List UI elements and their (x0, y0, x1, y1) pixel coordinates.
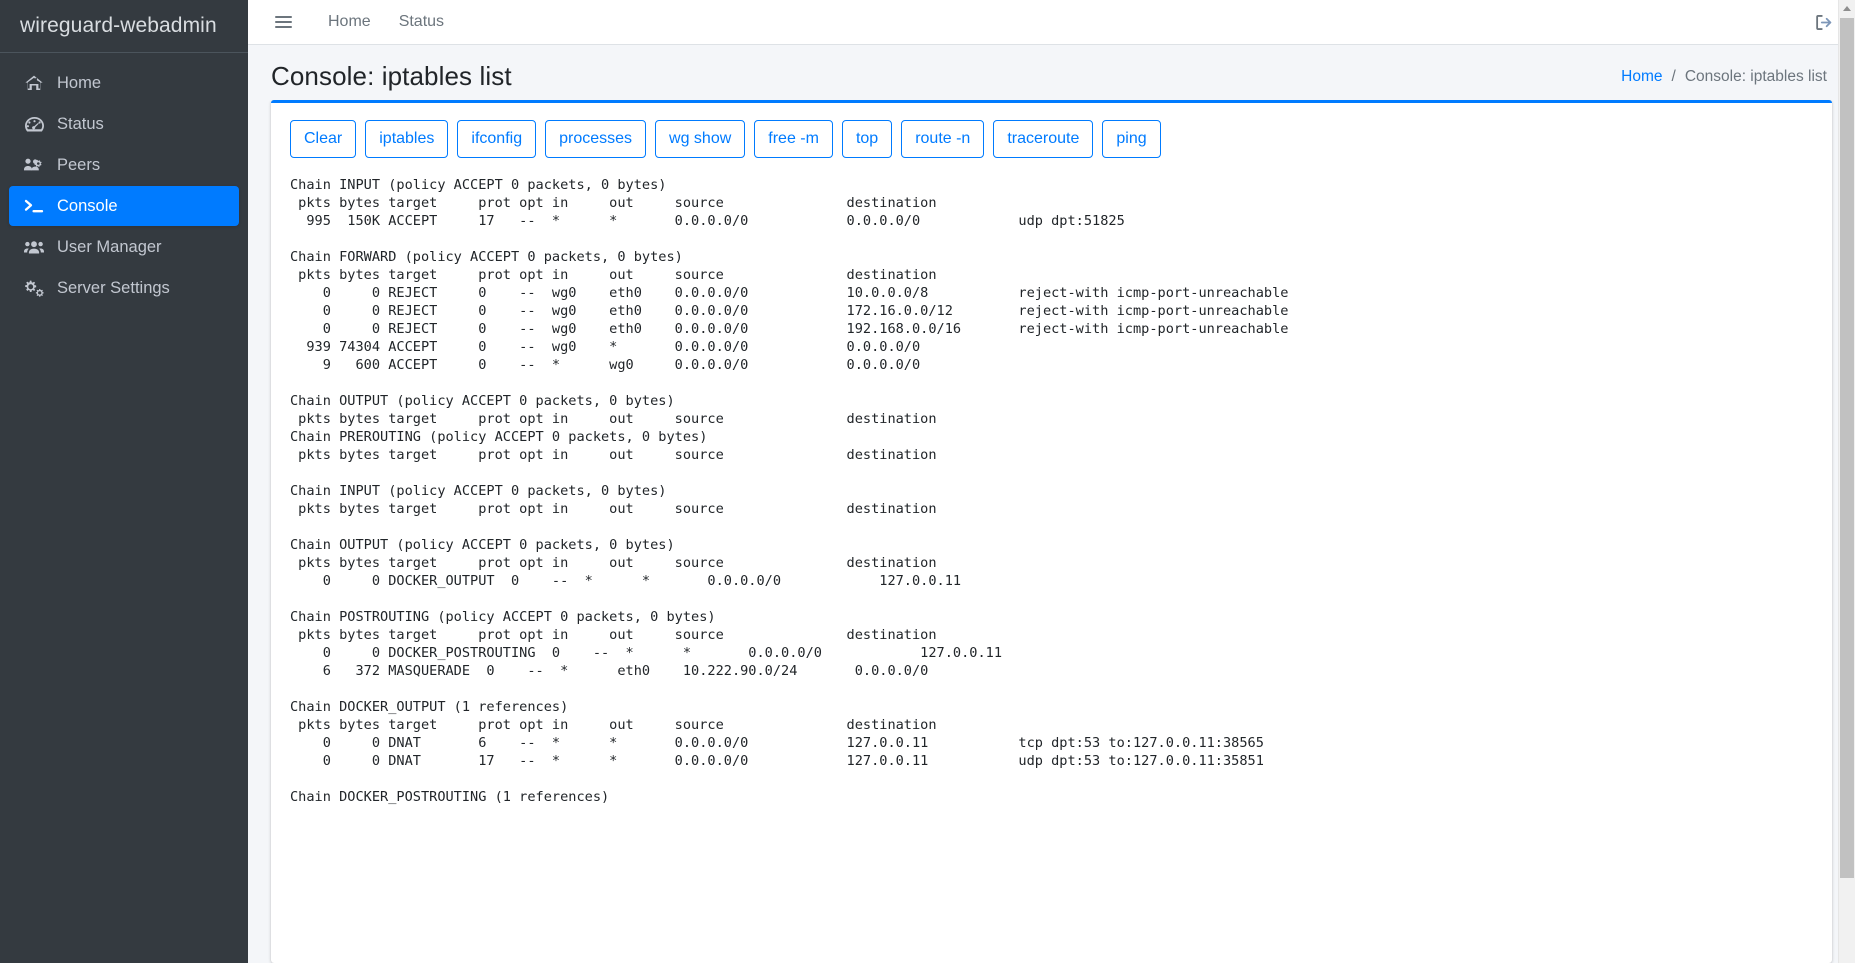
wg-show-button[interactable]: wg show (655, 120, 746, 159)
logout-icon[interactable] (1805, 5, 1841, 39)
brand-title: wireguard-webadmin (20, 14, 217, 37)
top-navbar: Home Status (248, 0, 1855, 45)
sidebar: wireguard-webadmin Home Status (0, 0, 248, 963)
content-header: Console: iptables list Home / Console: i… (248, 45, 1855, 100)
console-output: Chain INPUT (policy ACCEPT 0 packets, 0 … (290, 177, 1289, 806)
sidebar-item-home[interactable]: Home (9, 63, 239, 103)
breadcrumb-home-link[interactable]: Home (1621, 67, 1663, 85)
sidebar-item-label: Home (57, 73, 102, 92)
scroll-up-arrow-icon[interactable] (1839, 0, 1855, 17)
command-button-row: Clear iptables ifconfig processes wg sho… (290, 120, 1813, 159)
console-card-body: Clear iptables ifconfig processes wg sho… (271, 103, 1832, 963)
users-icon (21, 239, 47, 255)
breadcrumb-separator: / (1671, 67, 1676, 85)
processes-button[interactable]: processes (545, 120, 647, 159)
page-title: Console: iptables list (271, 61, 512, 91)
sidebar-item-label: Console (57, 196, 118, 215)
navbar-link-status[interactable]: Status (398, 13, 445, 30)
content-wrapper: Home Status Console: iptables list Home … (248, 0, 1855, 963)
traceroute-button[interactable]: traceroute (993, 120, 1094, 159)
iptables-button[interactable]: iptables (365, 120, 449, 159)
clear-button[interactable]: Clear (290, 120, 357, 159)
brand[interactable]: wireguard-webadmin (0, 0, 248, 53)
sidebar-item-status[interactable]: Status (9, 104, 239, 144)
hamburger-bars (274, 13, 292, 31)
sidebar-item-label: Status (57, 114, 104, 133)
content-body: Clear iptables ifconfig processes wg sho… (248, 100, 1855, 963)
terminal-icon (21, 198, 47, 214)
gauge-icon (21, 116, 47, 133)
navbar-link-home[interactable]: Home (328, 13, 371, 30)
sidebar-item-label: Peers (57, 155, 101, 174)
sidebar-nav: Home Status (0, 53, 248, 308)
breadcrumb: Home / Console: iptables list (1621, 68, 1832, 86)
page-scrollbar[interactable] (1838, 0, 1855, 963)
route-n-button[interactable]: route -n (901, 120, 985, 159)
home-icon (21, 75, 47, 91)
sidebar-item-peers[interactable]: Peers (9, 145, 239, 185)
navbar-right (1805, 5, 1841, 39)
sidebar-item-label: Server Settings (57, 278, 170, 297)
sidebar-item-console[interactable]: Console (9, 186, 239, 226)
sidebar-item-user-manager[interactable]: User Manager (9, 227, 239, 267)
navbar-left: Home Status (266, 5, 458, 39)
breadcrumb-current: Console: iptables list (1684, 67, 1827, 85)
top-button[interactable]: top (841, 120, 893, 159)
console-card: Clear iptables ifconfig processes wg sho… (271, 100, 1832, 963)
gears-icon (21, 280, 47, 297)
scrollbar-thumb[interactable] (1840, 18, 1854, 878)
sidebar-item-label: User Manager (57, 237, 162, 256)
peers-icon (21, 157, 47, 173)
sidebar-item-server-settings[interactable]: Server Settings (9, 268, 239, 308)
ping-button[interactable]: ping (1102, 120, 1161, 159)
ifconfig-button[interactable]: ifconfig (457, 120, 537, 159)
hamburger-icon[interactable] (266, 5, 300, 39)
free-m-button[interactable]: free -m (754, 120, 833, 159)
